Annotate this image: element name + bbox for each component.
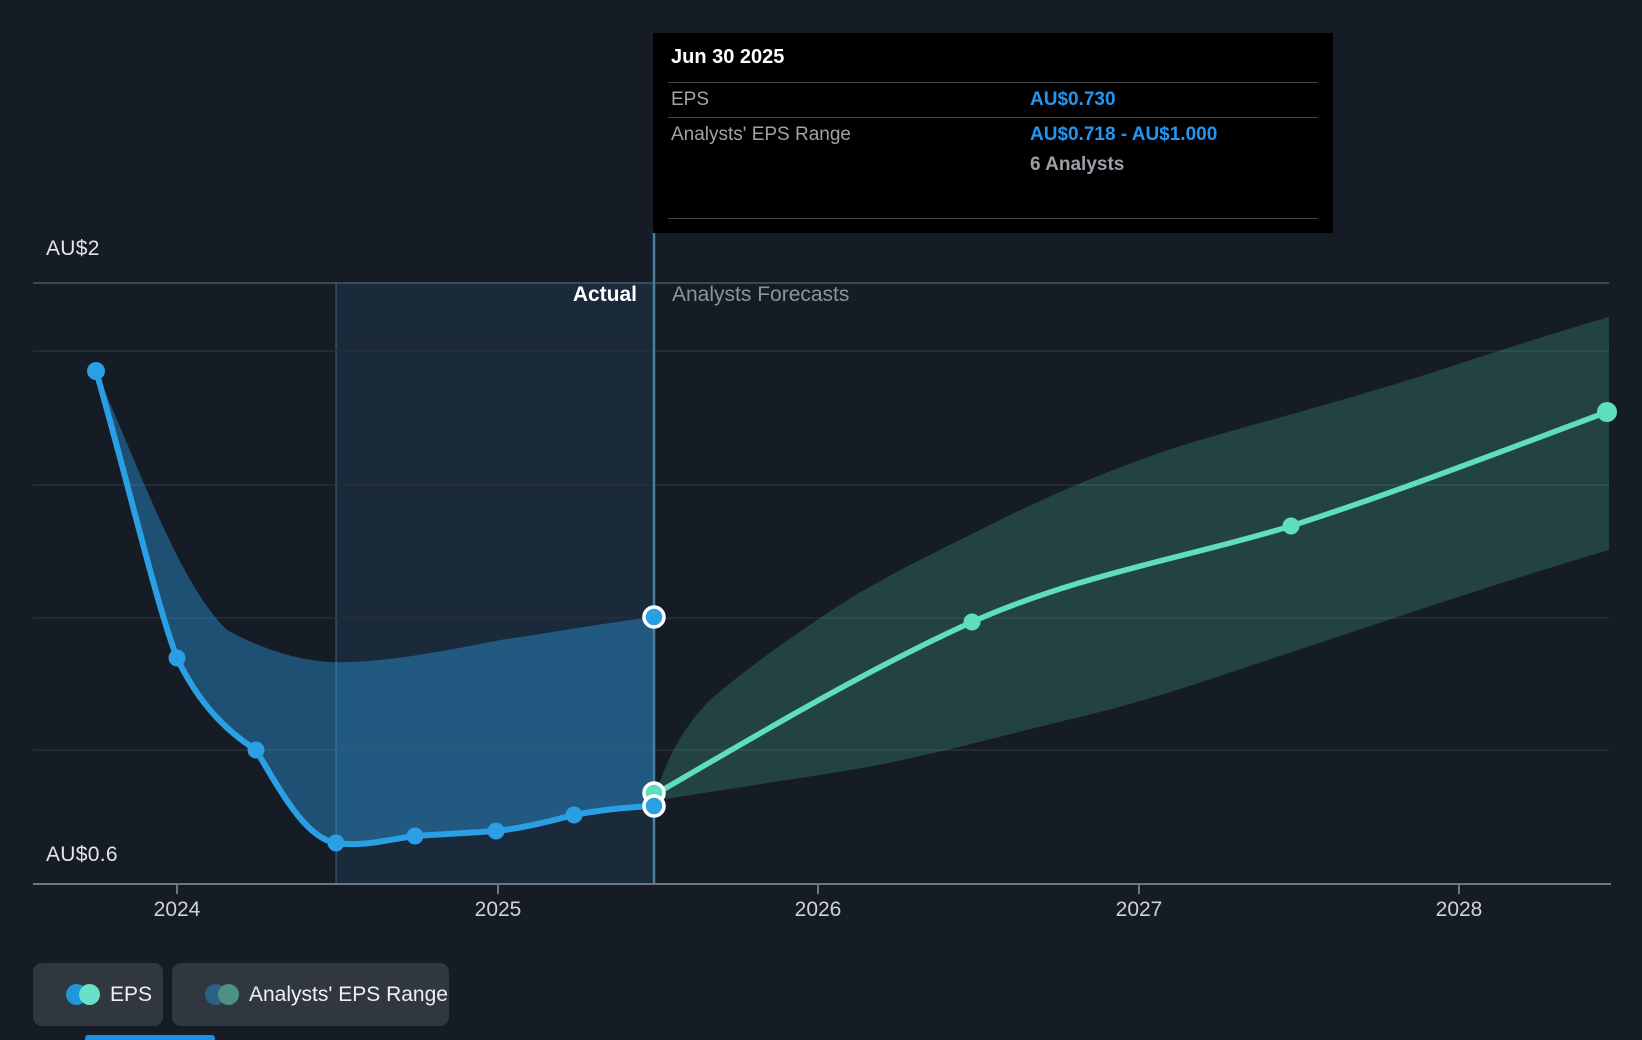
eps-point[interactable] <box>565 806 583 824</box>
actual-range-band <box>96 371 654 845</box>
y-axis-label-bottom: AU$0.6 <box>46 843 118 866</box>
eps-point[interactable] <box>247 741 265 759</box>
tooltip-date-title: Jun 30 2025 <box>671 46 785 68</box>
tooltip-eps-value: AU$0.730 <box>1030 89 1116 110</box>
tooltip-range-value: AU$0.718 - AU$1.000 <box>1030 124 1218 145</box>
tooltip-range-row: Analysts' EPS Range AU$0.718 - AU$1.000 … <box>653 118 1333 175</box>
x-axis-label-2025: 2025 <box>474 898 522 921</box>
eps-point[interactable] <box>327 834 345 852</box>
tooltip-separator <box>668 117 1318 118</box>
eps-point[interactable] <box>487 822 505 840</box>
actual-phase-label: Actual <box>572 283 637 306</box>
x-axis-label-2028: 2028 <box>1435 898 1483 921</box>
forecast-range-band <box>654 317 1609 801</box>
tooltip-analysts-count: 6 Analysts <box>1030 154 1125 175</box>
eps-point[interactable] <box>87 362 105 380</box>
range-legend-dots-icon <box>205 983 239 1006</box>
forecast-end-point[interactable] <box>1597 402 1617 422</box>
bottom-cutoff-element[interactable] <box>85 1035 215 1040</box>
tooltip-range-label: Analysts' EPS Range <box>671 124 851 145</box>
tooltip-eps-row: EPS AU$0.730 <box>653 83 1333 117</box>
forecast-eps-line <box>651 409 1610 798</box>
x-axis-label-2027: 2027 <box>1115 898 1163 921</box>
actual-period-highlight-band <box>336 283 654 884</box>
legend-range-toggle[interactable]: Analysts' EPS Range <box>172 963 449 1026</box>
legend-range-label: Analysts' EPS Range <box>249 982 448 1006</box>
forecast-point[interactable] <box>963 613 981 631</box>
y-axis-label-top: AU$2 <box>46 237 100 260</box>
tooltip-eps-label: EPS <box>671 89 710 110</box>
eps-legend-dots-icon <box>66 983 100 1006</box>
eps-point[interactable] <box>168 649 186 667</box>
eps-point[interactable] <box>406 827 424 845</box>
x-axis-label-2026: 2026 <box>794 898 842 921</box>
range-high-marker[interactable] <box>642 605 666 629</box>
tooltip-separator <box>668 82 1318 83</box>
legend-eps-label: EPS <box>110 982 153 1006</box>
chart-tooltip: Jun 30 2025 EPS AU$0.730 Analysts' EPS R… <box>653 33 1333 233</box>
tooltip-separator <box>668 218 1318 219</box>
legend-eps-toggle[interactable]: EPS <box>33 963 163 1026</box>
eps-current-marker[interactable] <box>642 794 666 818</box>
forecast-point[interactable] <box>1282 517 1300 535</box>
forecast-phase-label: Analysts Forecasts <box>672 283 850 306</box>
x-axis-label-2024: 2024 <box>153 898 201 921</box>
